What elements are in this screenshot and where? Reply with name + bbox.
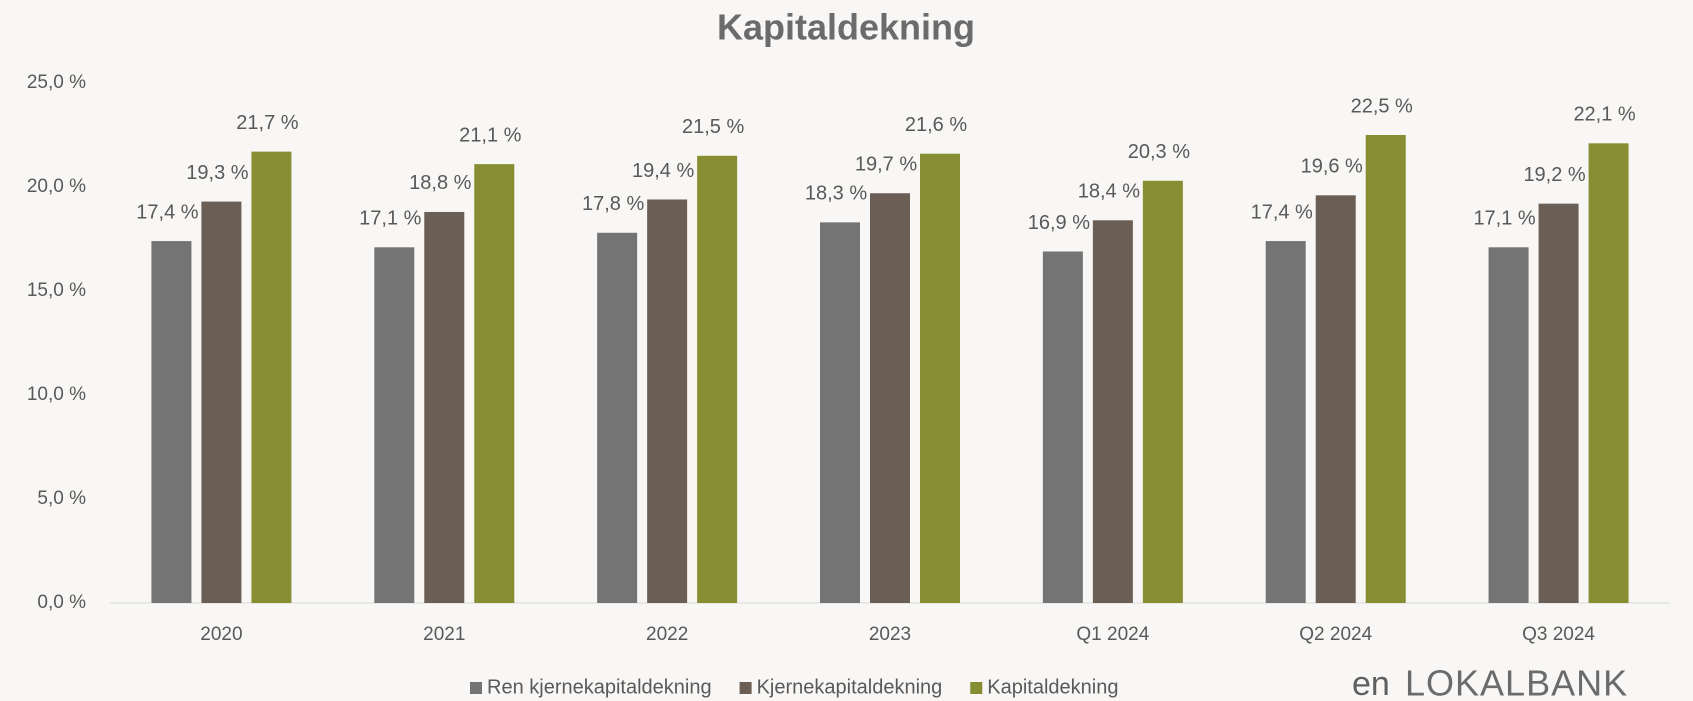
- value-label: 20,3 %: [1128, 141, 1190, 163]
- legend-label: Kjernekapitaldekning: [757, 676, 943, 698]
- logo: en LOKALBANK: [1352, 663, 1628, 701]
- bar: [1265, 241, 1306, 603]
- x-tick-label: 2022: [646, 624, 688, 645]
- y-tick-label: 5,0 %: [37, 488, 86, 509]
- bar: [1588, 143, 1629, 603]
- bar: [870, 193, 910, 604]
- bar: [1092, 220, 1133, 603]
- bar: [820, 222, 860, 604]
- x-tick-label: Q3 2024: [1522, 624, 1595, 645]
- bar: [201, 201, 242, 603]
- value-label: 18,8 %: [409, 172, 471, 194]
- value-label: 22,1 %: [1573, 104, 1635, 126]
- bar: [151, 241, 192, 603]
- chart-title: Kapitaldekning: [717, 7, 975, 48]
- value-label: 17,1 %: [359, 208, 421, 230]
- value-label: 17,1 %: [1473, 208, 1535, 230]
- bar: [474, 164, 515, 603]
- value-label: 22,5 %: [1351, 95, 1413, 117]
- value-label: 19,2 %: [1523, 164, 1585, 186]
- bar: [697, 155, 738, 604]
- y-tick-label: 0,0 %: [37, 592, 86, 613]
- bar: [597, 232, 638, 603]
- legend-swatch: [970, 682, 983, 694]
- value-label: 18,3 %: [805, 183, 867, 205]
- y-tick-label: 20,0 %: [27, 176, 86, 197]
- value-label: 18,4 %: [1078, 181, 1140, 203]
- bar: [1365, 135, 1406, 603]
- value-label: 19,4 %: [632, 160, 694, 182]
- bar: [374, 247, 415, 603]
- bar: [424, 211, 465, 603]
- value-label: 17,4 %: [136, 201, 198, 223]
- bar: [1042, 251, 1083, 604]
- logo-name: LOKALBANK: [1405, 663, 1628, 701]
- x-tick-label: 2021: [423, 624, 465, 645]
- x-tick-label: Q2 2024: [1299, 624, 1372, 645]
- value-label: 21,1 %: [459, 124, 521, 146]
- value-label: 21,6 %: [905, 114, 967, 136]
- value-label: 19,3 %: [186, 162, 248, 184]
- legend-swatch: [739, 682, 752, 694]
- logo-prefix: en: [1352, 665, 1390, 701]
- bar: [1315, 195, 1356, 603]
- value-label: 17,4 %: [1251, 201, 1313, 223]
- y-tick-label: 25,0 %: [27, 72, 86, 93]
- value-label: 21,5 %: [682, 116, 744, 138]
- y-tick-label: 10,0 %: [27, 384, 86, 405]
- x-tick-label: 2023: [869, 624, 911, 645]
- x-tick-label: 2020: [200, 624, 242, 645]
- value-label: 16,9 %: [1028, 212, 1090, 234]
- bar: [1538, 203, 1579, 603]
- legend-swatch: [470, 682, 482, 694]
- bar: [251, 151, 292, 603]
- value-label: 17,8 %: [582, 193, 644, 215]
- x-tick-label: Q1 2024: [1076, 624, 1149, 645]
- legend-label: Kapitaldekning: [987, 676, 1118, 698]
- value-label: 19,6 %: [1301, 156, 1363, 178]
- value-label: 19,7 %: [855, 154, 917, 176]
- bar: [647, 199, 688, 604]
- bar: [1488, 247, 1529, 603]
- bar: [1142, 180, 1183, 603]
- bar: [920, 153, 960, 603]
- value-label: 21,7 %: [236, 112, 298, 134]
- y-tick-label: 15,0 %: [27, 280, 86, 301]
- legend-label: Ren kjernekapitaldekning: [487, 676, 712, 698]
